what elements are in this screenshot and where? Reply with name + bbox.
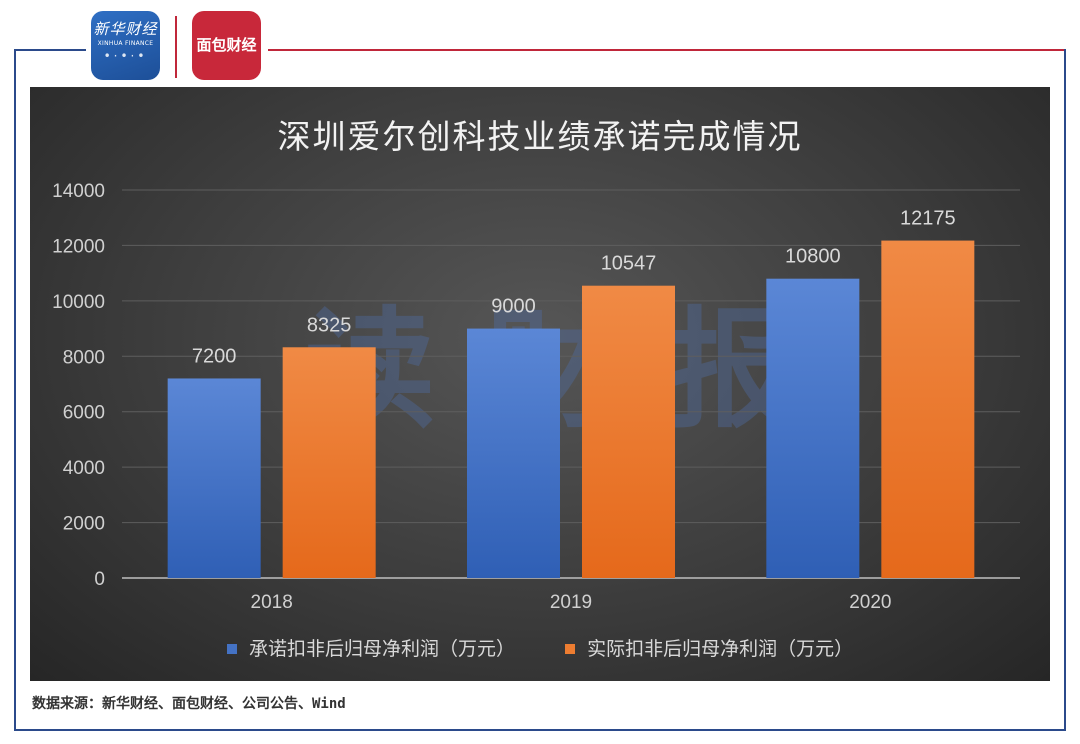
data-label: 10547	[601, 253, 657, 275]
legend-item-promised: 承诺扣非后归母净利润（万元）	[226, 634, 515, 661]
frame-left-line	[14, 49, 16, 731]
xinhua-logo-en: XINHUA FINANCE	[97, 40, 154, 47]
legend: 承诺扣非后归母净利润（万元） 实际扣非后归母净利润（万元）	[30, 634, 1050, 661]
x-tick-label: 2019	[550, 592, 592, 613]
xinhua-logo-cn: 新华财经	[93, 20, 158, 38]
data-label: 7200	[192, 345, 237, 367]
chart-title: 深圳爱尔创科技业绩承诺完成情况	[277, 117, 803, 156]
y-tick-label: 14000	[52, 181, 105, 202]
logo-separator	[175, 16, 177, 78]
bar-promised-2020	[766, 278, 860, 578]
x-tick-label: 2020	[849, 592, 891, 613]
legend-swatch-actual	[565, 644, 576, 654]
mianbao-finance-logo: 面包财经	[192, 11, 261, 80]
y-tick-label: 0	[94, 569, 105, 590]
data-label: 12175	[900, 208, 956, 230]
frame-top-right-line	[268, 49, 1066, 51]
frame-bottom-line	[14, 729, 1066, 731]
y-tick-label: 10000	[52, 292, 105, 313]
bar-promised-2019	[467, 328, 560, 578]
xinhua-logo-dots-icon: •·•·•	[103, 49, 148, 63]
legend-swatch-promised	[226, 644, 237, 654]
x-tick-label: 2018	[251, 592, 293, 613]
frame-top-left-line	[14, 49, 86, 51]
y-tick-label: 2000	[63, 514, 105, 535]
y-tick-label: 8000	[63, 347, 105, 368]
xinhua-finance-logo: 新华财经 XINHUA FINANCE •·•·•	[91, 11, 160, 80]
y-tick-label: 4000	[63, 458, 105, 479]
mianbao-logo-text: 面包财经	[196, 36, 257, 54]
legend-label-promised: 承诺扣非后归母净利润（万元）	[248, 638, 515, 660]
bar-actual-2018	[282, 347, 376, 578]
data-label: 8325	[307, 314, 352, 336]
bar-actual-2020	[881, 240, 975, 579]
frame-right-line	[1064, 49, 1066, 731]
data-label: 10800	[785, 246, 841, 268]
data-label: 9000	[491, 296, 536, 318]
bar-promised-2018	[167, 378, 261, 578]
y-tick-label: 6000	[63, 403, 105, 424]
bar-actual-2019	[582, 285, 675, 578]
legend-item-actual: 实际扣非后归母净利润（万元）	[565, 634, 853, 661]
source-note: 数据来源：新华财经、面包财经、公司公告、Wind	[32, 696, 346, 712]
y-tick-label: 12000	[52, 236, 105, 257]
legend-label-actual: 实际扣非后归母净利润（万元）	[587, 638, 854, 660]
